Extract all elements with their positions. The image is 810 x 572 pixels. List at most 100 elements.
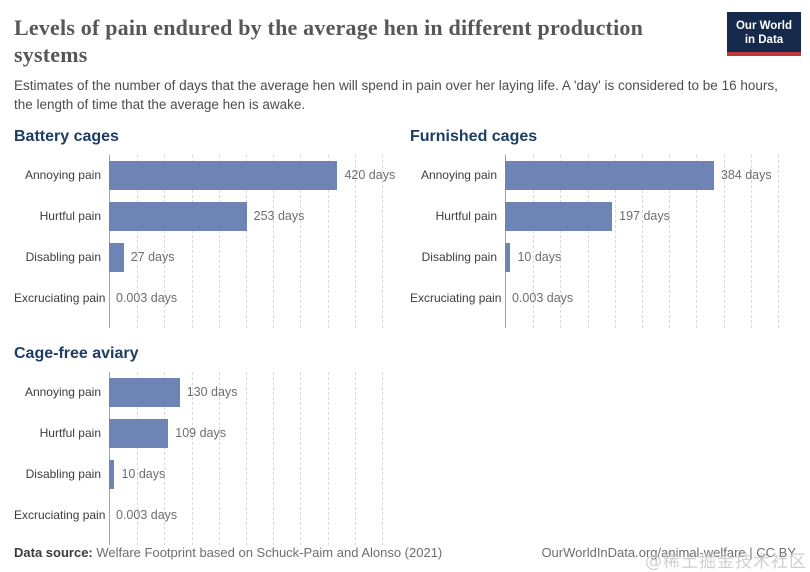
bar-row: Hurtful pain 253 days <box>14 196 381 237</box>
chart-title: Cage-free aviary <box>14 345 139 362</box>
gridline <box>382 372 383 545</box>
bar-cell: 10 days <box>109 454 381 495</box>
bar-row: Disabling pain 27 days <box>14 237 381 278</box>
bar-cell: 384 days <box>505 155 777 196</box>
value-label: 0.003 days <box>116 291 178 305</box>
gridline <box>273 372 275 545</box>
bar <box>505 202 613 231</box>
gridline <box>164 155 166 328</box>
value-label: 253 days <box>253 209 305 223</box>
gridline <box>560 155 562 328</box>
category-label: Excruciating pain <box>14 508 106 522</box>
category-label: Excruciating pain <box>410 291 502 305</box>
bar-cell: 253 days <box>109 196 381 237</box>
gridline <box>533 155 535 328</box>
data-source-text: Welfare Footprint based on Schuck-Paim a… <box>92 545 443 560</box>
value-label: 10 days <box>517 250 562 264</box>
bar <box>505 161 714 190</box>
bar-row: Annoying pain 420 days <box>14 155 395 196</box>
value-label: 27 days <box>130 250 175 264</box>
value-label: 109 days <box>175 426 227 440</box>
logo-line-2: in Data <box>744 34 784 46</box>
gridline <box>137 372 139 545</box>
bar-cell: 0.003 days <box>109 278 381 319</box>
chart-panel-battery-cages: Battery cages Annoying pain 420 days Hurtf… <box>14 128 395 328</box>
bar <box>109 419 169 448</box>
category-label: Excruciating pain <box>14 291 106 305</box>
chart-panel-cage-free-aviary: Cage-free aviary Annoying pain 130 days Hu… <box>14 345 383 545</box>
value-label: 0.003 days <box>512 291 574 305</box>
gridline <box>273 155 275 328</box>
plot-gridlines <box>109 155 383 328</box>
data-source: Data source: Welfare Footprint based on … <box>14 545 442 560</box>
value-label: 0.003 days <box>116 508 178 522</box>
gridline <box>300 155 302 328</box>
gridline <box>218 372 220 545</box>
category-label: Annoying pain <box>24 168 101 182</box>
bar <box>109 378 180 407</box>
bar-row: Hurtful pain 197 days <box>410 196 777 237</box>
bar-chart: Annoying pain 420 days Hurtful pain 253 day… <box>14 155 395 328</box>
bar-row: Annoying pain 384 days <box>410 155 777 196</box>
gridline <box>218 155 220 328</box>
page-title: Levels of pain endured by the average he… <box>14 15 644 67</box>
bar-row: Disabling pain 10 days <box>14 454 381 495</box>
bar-cell: 197 days <box>505 196 777 237</box>
plot-gridlines <box>109 372 383 545</box>
bar-row: Hurtful pain 109 days <box>14 413 381 454</box>
bar-cell: 0.003 days <box>505 278 777 319</box>
gridline <box>246 155 247 328</box>
gridline <box>246 372 247 545</box>
bar <box>505 243 511 272</box>
category-label: Hurtful pain <box>39 426 101 440</box>
gridline <box>778 155 779 328</box>
chart-panel-furnished-cages: Furnished cages Annoying pain 384 days Hur… <box>410 128 779 328</box>
gridline <box>382 155 383 328</box>
gridline <box>137 155 139 328</box>
page-subtitle: Estimates of the number of days that the… <box>14 78 778 112</box>
gridline <box>750 155 752 328</box>
gridline <box>191 155 193 328</box>
logo-line-1: Our World <box>735 20 792 32</box>
chart-title: Furnished cages <box>410 128 538 145</box>
value-label: 197 days <box>619 209 670 223</box>
bar-cell: 130 days <box>109 372 381 413</box>
chart-title: Battery cages <box>14 128 119 145</box>
gridline <box>191 372 193 545</box>
bar-row: Excruciating pain 0.003 days <box>14 495 381 536</box>
bar-cell: 0.003 days <box>109 495 381 536</box>
bar <box>109 243 124 272</box>
empty-grid-cell <box>410 345 777 545</box>
gridline <box>354 155 356 328</box>
value-label: 10 days <box>121 467 166 481</box>
footer: Data source: Welfare Footprint based on … <box>14 545 796 568</box>
gridline <box>300 372 302 545</box>
bar-cell: 420 days <box>109 155 395 196</box>
bar-row: Excruciating pain 0.003 days <box>410 278 777 319</box>
data-source-label: Data source: <box>14 545 93 560</box>
plot-gridlines <box>505 155 779 328</box>
category-label: Disabling pain <box>25 250 101 264</box>
bar-cell: 109 days <box>109 413 381 454</box>
bar-row: Disabling pain 10 days <box>410 237 777 278</box>
gridline <box>669 155 671 328</box>
our-world-in-data-logo: Our World in Data <box>727 12 801 56</box>
attribution: OurWorldInData.org/animal-welfare | CC B… <box>541 545 796 560</box>
gridline <box>642 155 643 328</box>
bar-chart: Annoying pain 384 days Hurtful pain 197 day… <box>410 155 779 328</box>
category-label: Disabling pain <box>25 467 101 481</box>
gridline <box>696 155 698 328</box>
gridline <box>164 372 166 545</box>
bar-chart: Annoying pain 130 days Hurtful pain 109 day… <box>14 372 383 545</box>
value-label: 384 days <box>720 168 772 182</box>
category-label: Hurtful pain <box>435 209 497 223</box>
bar <box>109 202 247 231</box>
value-label: 420 days <box>344 168 396 182</box>
bar-cell: 27 days <box>109 237 381 278</box>
bar-row: Excruciating pain 0.003 days <box>14 278 381 319</box>
gridline <box>587 155 589 328</box>
category-label: Disabling pain <box>421 250 497 264</box>
gridline <box>327 155 329 328</box>
bar-cell: 10 days <box>505 237 777 278</box>
value-label: 130 days <box>186 385 238 399</box>
